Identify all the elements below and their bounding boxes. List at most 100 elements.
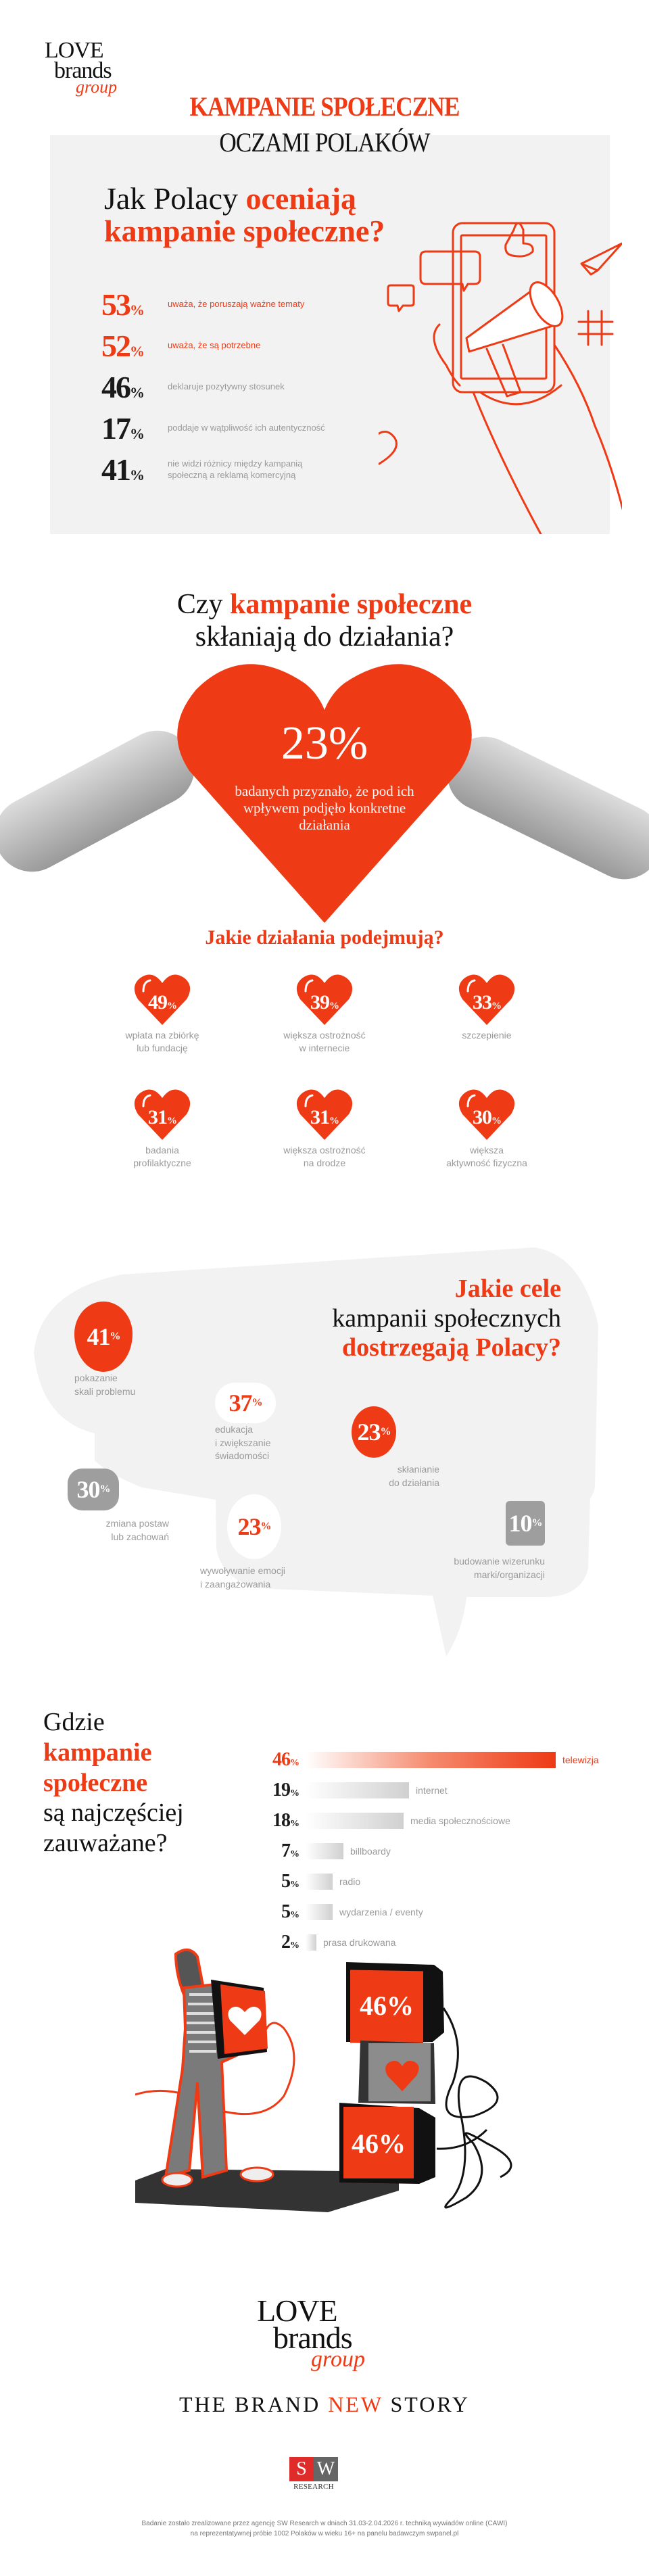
- bar-label: internet: [416, 1784, 448, 1796]
- bar-row: 46% telewizja: [257, 1744, 622, 1775]
- action-item: 39% większa ostrożność w internecie: [243, 974, 406, 1075]
- bar: [306, 1903, 333, 1920]
- bar-label: billboardy: [350, 1845, 391, 1857]
- sw-logo-s: S: [289, 2457, 314, 2481]
- stat-label: nie widzi różnicy między kampanią społec…: [168, 458, 303, 480]
- goal-label: pokazanie skali problemu: [74, 1373, 136, 1397]
- title-plain: są najczęściej: [43, 1798, 184, 1828]
- goal-label: budowanie wizerunku marki/organizacji: [454, 1556, 545, 1580]
- title-accent: kampanie społeczne?: [104, 214, 385, 249]
- action-label: większa ostrożność w internecie: [283, 1030, 366, 1053]
- lovebrands-logo-top: LOVE brands group: [45, 39, 139, 96]
- tagline-part: THE BRAND: [178, 2392, 329, 2416]
- title-accent: oceniają: [245, 181, 357, 216]
- action-item: 30% większa aktywność fizyczna: [406, 1089, 568, 1190]
- stat-row: 53% uważa, że poruszają ważne tematy: [101, 284, 345, 325]
- bar-value: 18%: [272, 1809, 299, 1831]
- action-value: 33%: [473, 991, 502, 1013]
- stat-label: uważa, że poruszają ważne tematy: [168, 299, 305, 310]
- title-accent: społeczne: [43, 1768, 148, 1797]
- bar: [306, 1751, 556, 1768]
- page-title-line2: OCZAMI POLAKÓW: [219, 127, 430, 158]
- bar: [306, 1782, 409, 1798]
- tagline-accent: NEW: [328, 2392, 383, 2416]
- stacked-tvs: 46% 46%: [339, 1962, 512, 2209]
- methodology-note: Badanie zostało zrealizowane przez agenc…: [0, 2519, 649, 2539]
- stat-value: 52%: [101, 329, 145, 363]
- action-value: 30%: [473, 1106, 502, 1128]
- bar-value: 7%: [281, 1840, 299, 1861]
- stat-value: 17%: [101, 411, 145, 446]
- logo-word-brands: brands: [54, 58, 112, 83]
- page-title-line1: KAMPANIE SPOŁECZNE: [189, 91, 460, 122]
- section-action-title: Czy kampanie społeczne skłaniają do dzia…: [0, 588, 649, 654]
- bar-value: 46%: [272, 1748, 299, 1770]
- red-speech-bubble: 23%: [352, 1406, 396, 1458]
- bar-label: radio: [339, 1876, 361, 1887]
- white-thought-bubble: 37%: [215, 1383, 276, 1423]
- action-label: większa ostrożność na drodze: [283, 1145, 366, 1168]
- bar-row: 5% radio: [257, 1866, 622, 1897]
- goal-label: zmiana postaw lub zachowań: [105, 1518, 169, 1542]
- heart-statistic: 23% badanych przyznało, że pod ich wpływ…: [223, 717, 426, 834]
- stat-row: 41% nie widzi różnicy między kampanią sp…: [101, 449, 345, 490]
- sw-research-logo: S W RESEARCH: [289, 2457, 338, 2491]
- bar-value: 19%: [272, 1779, 299, 1800]
- actions-subtitle: Jakie działania podejmują?: [205, 926, 444, 949]
- stat-value: 46%: [101, 370, 145, 404]
- bar-row: 18% media społecznościowe: [257, 1805, 622, 1836]
- section-rating-title: Jak Polacy oceniają kampanie społeczne?: [104, 181, 385, 249]
- logo-word-love: LOVE: [257, 2293, 338, 2328]
- grey-speech-bubble: 10%: [506, 1501, 545, 1546]
- grey-speech-bubble: 30%: [68, 1469, 119, 1510]
- title-accent: kampanie społeczne: [229, 589, 473, 620]
- goal-item: 37% edukacja i zwiększanie świadomości: [215, 1383, 276, 1463]
- goal-label: edukacja i zwiększanie świadomości: [215, 1424, 271, 1462]
- lovebrands-logo-bottom: LOVE brands group: [257, 2295, 406, 2371]
- bar: [306, 1812, 404, 1829]
- title-accent: kampanie: [43, 1738, 152, 1767]
- title-plain: kampanii społecznych: [332, 1304, 561, 1333]
- tv-scene-illustration: 46% 46%: [135, 1949, 512, 2212]
- tv-top-value: 46%: [360, 1990, 414, 2021]
- big-heart-icon: [177, 664, 472, 923]
- action-item: 31% badania profilaktyczne: [81, 1089, 243, 1190]
- section-goals-title: Jakie cele kampanii społecznych dostrzeg…: [332, 1274, 561, 1363]
- bar: [306, 1873, 333, 1890]
- action-label: badania profilaktyczne: [133, 1145, 191, 1168]
- tagline-part: STORY: [383, 2392, 471, 2416]
- title-plain: skłaniają do działania?: [195, 621, 454, 653]
- goal-item: 23% wywoływanie emocji i zaangażowania: [200, 1494, 285, 1591]
- stat-value: 53%: [101, 287, 145, 322]
- note-line: Badanie zostało zrealizowane przez agenc…: [141, 2520, 508, 2527]
- heart-icon: [458, 974, 515, 1025]
- bar-label: telewizja: [562, 1754, 599, 1765]
- heart-icon: [296, 1089, 353, 1140]
- brand-tagline: THE BRAND NEW STORY: [0, 2392, 649, 2417]
- bar-label: prasa drukowana: [323, 1936, 396, 1948]
- goal-item: 10% budowanie wizerunku marki/organizacji: [426, 1501, 545, 1581]
- heart-icon: [458, 1089, 515, 1140]
- action-label: szczepienie: [462, 1030, 512, 1041]
- title-plain: zauważane?: [43, 1829, 168, 1858]
- action-value: 49%: [148, 991, 177, 1013]
- rating-stat-list: 53% uważa, że poruszają ważne tematy 52%…: [101, 284, 345, 490]
- note-line: na reprezentatywnej próbie 1002 Polaków …: [190, 2530, 459, 2537]
- action-value: 39%: [310, 991, 339, 1013]
- goal-item: 30% zmiana postaw lub zachowań: [68, 1469, 169, 1544]
- channels-bar-chart: 46% telewizja 19% internet 18% media spo…: [257, 1744, 622, 1957]
- title-plain: Czy: [176, 589, 230, 620]
- stat-value: 41%: [101, 452, 145, 487]
- stat-label: deklaruje pozytywny stosunek: [168, 381, 285, 392]
- actions-grid: 49% wpłata na zbiórkę lub fundację 39% wi…: [81, 974, 568, 1190]
- logo-word-love: LOVE: [45, 38, 104, 63]
- action-label: wpłata na zbiórkę lub fundację: [125, 1030, 199, 1053]
- logo-word-brands: brands: [273, 2320, 353, 2355]
- sw-logo-research: RESEARCH: [293, 2483, 334, 2491]
- action-value: 31%: [148, 1106, 177, 1128]
- heart-icon: [296, 974, 353, 1025]
- heart-icon: [134, 1089, 191, 1140]
- title-plain: Gdzie: [43, 1708, 105, 1736]
- bar-label: wydarzenia / eventy: [339, 1906, 423, 1917]
- stat-row: 17% poddaje w wątpliwość ich autentyczno…: [101, 408, 345, 449]
